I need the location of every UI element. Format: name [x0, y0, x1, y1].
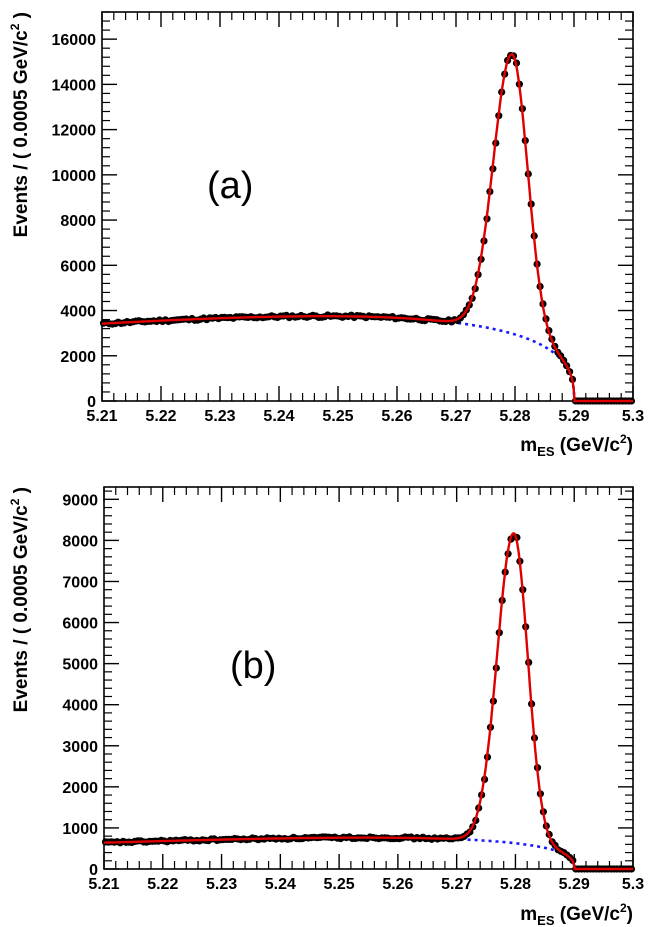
y-tick-label: 1000 — [62, 821, 98, 838]
y-tick-label: 0 — [89, 862, 98, 879]
x-axis-title: mES (GeV/c2) — [520, 901, 633, 927]
y-tick-label: 10000 — [52, 168, 97, 185]
series-total-fit-line — [104, 532, 633, 871]
y-tick-label: 4000 — [60, 304, 96, 321]
x-ticks: 5.21 5.22 5.23 5.24 5.25 5.26 5.27 5.28 5.29 5.3 — [88, 487, 644, 893]
y-ticks: 0 1000 2000 3000 4000 5000 6000 7000 8000 9000 — [62, 490, 633, 879]
x-tick-label: 5.27 — [440, 408, 471, 425]
y-tick-label: 7000 — [62, 574, 98, 591]
y-tick-label: 12000 — [52, 123, 97, 140]
x-tick-label: 5.25 — [322, 408, 353, 425]
y-axis-title: Events / ( 0.0005 GeV/c2 ) — [8, 487, 32, 712]
x-tick-label: 5.24 — [263, 408, 294, 425]
y-tick-label: 2000 — [60, 349, 96, 366]
series-background-line — [104, 836, 633, 871]
y-tick-label: 0 — [87, 394, 96, 411]
y-tick-label: 9000 — [62, 492, 98, 509]
y-tick-label: 8000 — [60, 213, 96, 230]
x-axis-title: mES (GeV/c2) — [520, 432, 633, 459]
x-tick-label: 5.25 — [324, 876, 355, 893]
series-total-fit-line — [101, 52, 633, 403]
x-tick-label: 5.23 — [204, 408, 235, 425]
x-tick-label: 5.3 — [622, 876, 644, 893]
panel-a: 0 2000 4000 6000 8000 10000 12000 14000 16000 5.… — [8, 11, 644, 459]
x-tick-label: 5.21 — [86, 408, 117, 425]
x-tick-label: 5.28 — [499, 408, 530, 425]
y-tick-label: 2000 — [62, 780, 98, 797]
plot-frame — [103, 486, 634, 870]
x-tick-label: 5.22 — [147, 876, 178, 893]
x-tick-label: 5.27 — [441, 876, 472, 893]
y-tick-label: 6000 — [60, 258, 96, 275]
x-tick-label: 5.23 — [206, 876, 237, 893]
x-tick-label: 5.28 — [500, 876, 531, 893]
panel-label: (a) — [207, 165, 253, 207]
x-tick-label: 5.26 — [381, 408, 412, 425]
plot-area — [99, 51, 636, 405]
y-tick-label: 8000 — [62, 533, 98, 550]
x-tick-label: 5.24 — [265, 876, 296, 893]
x-tick-label: 5.3 — [622, 408, 644, 425]
x-tick-label: 5.26 — [382, 876, 413, 893]
plot-area — [101, 532, 636, 873]
panel-label: (b) — [230, 645, 276, 687]
series-background-line — [101, 314, 633, 403]
y-tick-label: 5000 — [62, 657, 98, 674]
y-tick-label: 16000 — [52, 32, 97, 49]
y-ticks: 0 2000 4000 6000 8000 10000 12000 14000 16000 — [52, 11, 633, 411]
y-tick-label: 3000 — [62, 739, 98, 756]
x-tick-label: 5.29 — [558, 408, 589, 425]
y-axis-title: Events / ( 0.0005 GeV/c2 ) — [8, 12, 32, 237]
x-ticks: 5.21 5.22 5.23 5.24 5.25 5.26 5.27 5.28 5.29 5.3 — [86, 12, 644, 425]
x-tick-label: 5.22 — [145, 408, 176, 425]
y-tick-label: 6000 — [62, 616, 98, 633]
y-tick-label: 14000 — [52, 77, 97, 94]
x-tick-label: 5.29 — [559, 876, 590, 893]
panel-b: 0 1000 2000 3000 4000 5000 6000 7000 8000 9000 5.… — [8, 486, 644, 927]
y-tick-label: 4000 — [62, 698, 98, 715]
x-tick-label: 5.21 — [88, 876, 119, 893]
plot-frame — [101, 11, 634, 402]
